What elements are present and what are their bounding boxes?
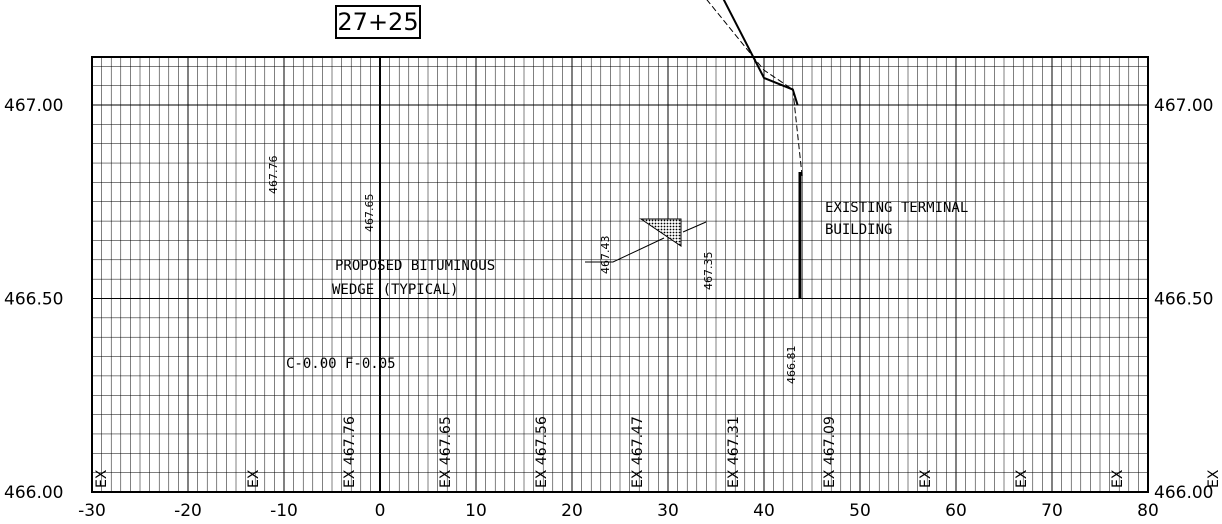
ex-label: EX [94,469,110,488]
y-tick-label-right: 466.00 [1154,483,1213,503]
y-tick-label-right: 467.00 [1154,96,1213,116]
building-note-line1: EXISTING TERMINAL [825,200,968,216]
elev-label-467-65: 467.65 [363,194,376,233]
station-label: 27+25 [335,5,421,39]
ex-label: EX [246,469,262,488]
x-tick-label: 0 [375,501,386,521]
wedge-note-line1: PROPOSED BITUMINOUS [335,258,495,274]
x-tick-label: -10 [270,501,298,521]
ex-label: EX [918,469,934,488]
ex-label: EX 467.31 [726,416,742,488]
profile-line-2 [722,0,799,106]
y-tick-label-left: 466.00 [4,483,63,503]
profile-lines [706,0,803,179]
grid [91,57,1149,493]
plot-frame [91,56,1149,493]
ex-label: EX 467.65 [438,416,454,488]
x-tick-label: 70 [1041,501,1063,521]
cut-fill-note: C-0.00 F-0.05 [286,356,396,372]
annotations: EXISTING TERMINAL BUILDING PROPOSED BITU… [267,156,968,385]
elev-label-467-76: 467.76 [267,156,280,195]
ex-label: EX [1014,469,1030,488]
ex-label: EX 467.09 [822,416,838,488]
x-tick-label: 50 [849,501,871,521]
elev-leader-line [682,221,707,233]
existing-elevation-labels: EX EX EX 467.76 EX 467.65 EX 467.56 EX 467.47… [94,416,1222,488]
building-note-line2: BUILDING [825,222,892,238]
y-tick-label-right: 466.50 [1154,290,1213,310]
ex-label: EX 467.56 [534,416,550,488]
x-tick-label: -30 [78,501,106,521]
frame-border [91,56,1149,493]
ex-label: EX [1110,469,1126,488]
y-tick-label-left: 466.50 [4,290,63,310]
x-tick-label: 80 [1137,501,1159,521]
bituminous-wedge [639,218,682,247]
elev-label-466-81: 466.81 [785,346,798,385]
elev-label-467-35: 467.35 [702,252,715,291]
elev-label-467-43: 467.43 [599,236,612,275]
wedge-leader-line [585,237,665,263]
y-tick-label-left: 467.00 [4,96,63,116]
x-tick-label: 10 [465,501,487,521]
x-tick-label: -20 [174,501,202,521]
ex-label: EX [1206,469,1222,488]
wedge-note-line2: WEDGE (TYPICAL) [332,282,458,298]
x-tick-label: 40 [753,501,775,521]
x-tick-labels: -30 -20 -10 0 10 20 30 40 50 60 70 80 [78,501,1159,521]
x-tick-label: 30 [657,501,679,521]
x-tick-label: 20 [561,501,583,521]
ex-label: EX 467.47 [630,416,646,488]
ex-label: EX 467.76 [342,416,358,488]
x-tick-label: 60 [945,501,967,521]
